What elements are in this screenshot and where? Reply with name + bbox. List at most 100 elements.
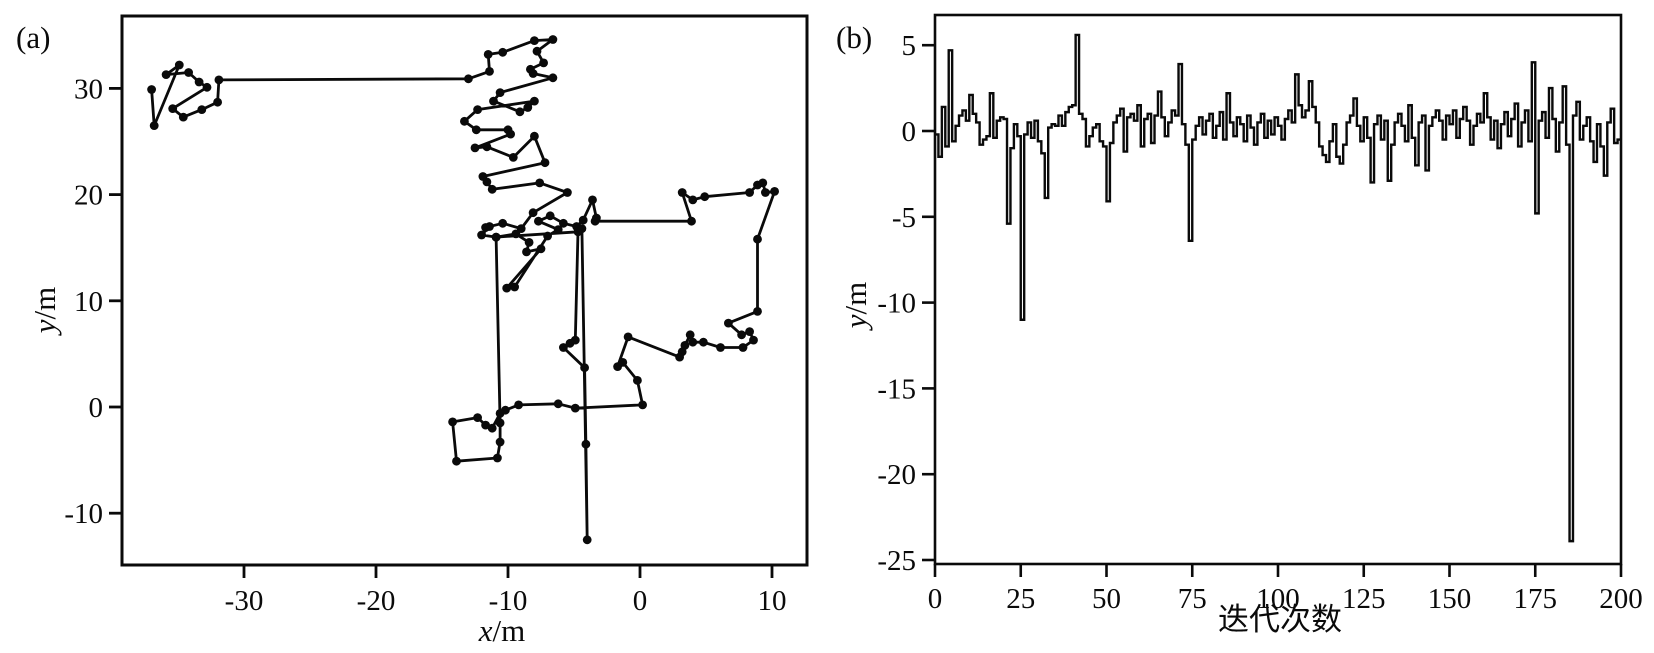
- trajectory-point: [485, 67, 494, 76]
- tick-label: -10: [877, 288, 916, 320]
- trajectory-point: [570, 403, 580, 413]
- trajectory-point: [738, 343, 748, 352]
- panel-b-label: (b): [836, 20, 872, 55]
- trajectory-path: [150, 38, 776, 542]
- trajectory-point: [559, 343, 568, 352]
- tick-label: 100: [1256, 583, 1300, 615]
- trajectory-point: [511, 229, 521, 239]
- trajectory-point: [700, 192, 710, 202]
- trajectory-point: [530, 36, 539, 45]
- trajectory-point: [491, 232, 501, 242]
- tick-label: 5: [902, 30, 917, 62]
- trajectory-point: [530, 131, 539, 141]
- tick-label: -20: [357, 585, 396, 617]
- panel-a-xlabel: x/m: [478, 613, 526, 648]
- trajectory-point: [588, 195, 597, 205]
- trajectory-point: [581, 439, 591, 449]
- tick-label: 10: [74, 286, 103, 318]
- trajectory-point: [147, 85, 157, 94]
- trajectory-point: [502, 283, 512, 293]
- tick-label: -25: [877, 545, 916, 577]
- trajectory-point: [178, 112, 188, 122]
- tick-label: 75: [1178, 583, 1207, 615]
- trajectory-point: [565, 338, 575, 348]
- trajectory-point: [498, 47, 508, 57]
- trajectory-point: [590, 216, 600, 226]
- trajectory-point: [677, 188, 687, 197]
- trajectory-point: [553, 399, 563, 409]
- trajectory-point: [194, 77, 204, 87]
- tick-label: -10: [64, 498, 103, 530]
- trajectory-point: [510, 282, 519, 292]
- tick-label: 0: [902, 116, 917, 148]
- trajectory-point: [470, 143, 480, 153]
- trajectory-point: [473, 413, 482, 422]
- trajectory-point: [761, 188, 770, 197]
- panel-a-trajectory: [147, 35, 779, 545]
- trajectory-point: [528, 208, 538, 218]
- trajectory-point: [498, 218, 508, 228]
- trajectory-point: [638, 400, 647, 410]
- trajectory-point: [578, 215, 588, 225]
- panel-b-frame: [933, 13, 1623, 566]
- trajectory-point: [685, 330, 695, 340]
- trajectory-point: [495, 409, 505, 418]
- trajectory-point: [214, 75, 224, 85]
- trajectory-point: [473, 105, 482, 114]
- trajectory-point: [758, 178, 768, 188]
- trajectory-point: [688, 195, 698, 205]
- trajectory-point: [687, 216, 696, 226]
- trajectory-point: [482, 177, 492, 187]
- trajectory-point: [535, 178, 545, 188]
- trajectory-point: [582, 535, 592, 545]
- panel-a-label: (a): [16, 20, 50, 55]
- tick-label: 25: [1006, 583, 1035, 615]
- trajectory-point: [522, 247, 531, 257]
- trajectory-point: [524, 238, 534, 247]
- trajectory-point: [534, 216, 543, 226]
- trajectory-point: [460, 116, 469, 126]
- tick-label: 125: [1342, 583, 1386, 615]
- trajectory-point: [675, 352, 684, 362]
- trajectory-point: [548, 35, 558, 44]
- trajectory-point: [716, 343, 725, 352]
- trajectory-point: [548, 73, 558, 83]
- trajectory-point: [749, 335, 758, 345]
- trajectory-point: [495, 88, 505, 97]
- trajectory-point: [483, 50, 493, 59]
- tick-label: 0: [928, 583, 943, 615]
- tick-label: 50: [1092, 583, 1121, 615]
- trajectory-point: [464, 74, 473, 84]
- trajectory-point: [536, 244, 546, 254]
- tick-label: 20: [74, 180, 103, 212]
- panel-b-ylabel: y/m: [838, 282, 873, 332]
- trajectory-point: [481, 420, 490, 430]
- panel-a-ylabel: y/m: [27, 287, 62, 337]
- tick-label: -30: [225, 585, 264, 617]
- trajectory-point: [543, 231, 552, 241]
- trajectory-point: [753, 307, 762, 316]
- trajectory-point: [485, 222, 494, 231]
- tick-label: -5: [892, 202, 916, 234]
- step-line: [935, 33, 1621, 543]
- trajectory-point: [471, 125, 481, 135]
- panel-a-frame: [120, 14, 809, 567]
- trajectory-point: [699, 337, 708, 347]
- tick-label: 0: [89, 392, 104, 424]
- trajectory-point: [489, 96, 498, 106]
- panel-b-step-series: [935, 33, 1621, 543]
- tick-label: -10: [489, 585, 528, 617]
- trajectory-point: [168, 104, 178, 113]
- tick-label: -20: [877, 459, 916, 491]
- trajectory-point: [539, 58, 548, 68]
- trajectory-point: [563, 188, 572, 197]
- trajectory-point: [495, 418, 505, 428]
- trajectory-point: [174, 60, 184, 70]
- trajectory-point: [532, 46, 542, 56]
- trajectory-point: [515, 107, 525, 117]
- trajectory-point: [724, 318, 733, 328]
- trajectory-point: [540, 158, 550, 168]
